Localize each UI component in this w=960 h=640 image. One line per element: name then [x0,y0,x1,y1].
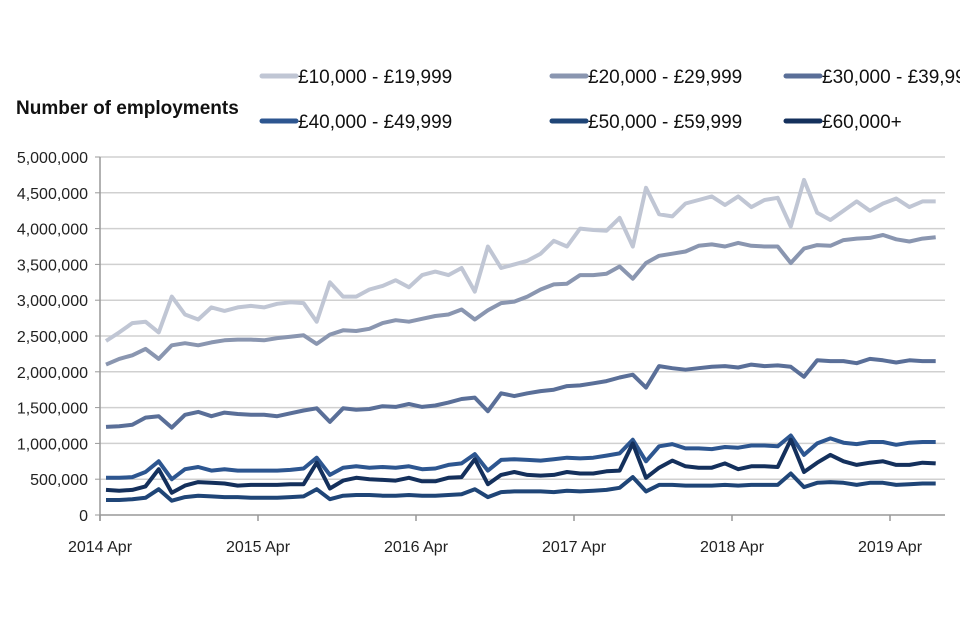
y-tick-label: 0 [79,508,88,525]
y-tick-label: 2,000,000 [17,365,88,382]
x-tick-label: 2017 Apr [542,539,607,556]
legend-label: £10,000 - £19,999 [298,67,452,88]
x-tick-label: 2019 Apr [858,539,923,556]
series-line-5 [106,471,936,503]
y-tick-label: 2,500,000 [17,329,88,346]
legend-label: £20,000 - £29,999 [588,67,742,88]
series-lines [104,177,936,503]
series-line-6 [105,437,936,495]
y-tick-label: 3,000,000 [17,293,88,310]
series-line-1 [104,177,936,343]
y-axis-title: Number of employments [16,98,239,119]
y-tick-label: 5,000,000 [17,150,88,167]
legend-label: £40,000 - £49,999 [298,112,452,133]
series-line-3 [105,356,936,430]
y-tick-label: 4,000,000 [17,222,88,239]
y-tick-label: 500,000 [30,472,88,489]
x-tick-label: 2016 Apr [384,539,449,556]
legend: £10,000 - £19,999 £20,000 - £29,999 £30,00… [259,67,960,133]
x-tick-label: 2018 Apr [700,539,765,556]
x-tick-label: 2015 Apr [226,539,291,556]
legend-label: £30,000 - £39,999 [822,67,960,88]
y-tick-label: 1,000,000 [17,436,88,453]
legend-label: £60,000+ [822,112,902,133]
y-tick-label: 3,500,000 [17,257,88,274]
x-axis-ticks: 2014 Apr 2015 Apr 2016 Apr 2017 Apr 2018 Apr… [68,515,923,556]
y-tick-label: 1,500,000 [17,401,88,418]
x-tick-label: 2014 Apr [68,539,133,556]
legend-label: £50,000 - £59,999 [588,112,742,133]
y-tick-label: 4,500,000 [17,186,88,203]
series-line-4 [106,433,936,482]
y-axis-ticks: 0 500,000 1,000,000 1,500,000 2,000,000 2,500… [17,150,100,525]
series-line-2 [105,233,936,367]
